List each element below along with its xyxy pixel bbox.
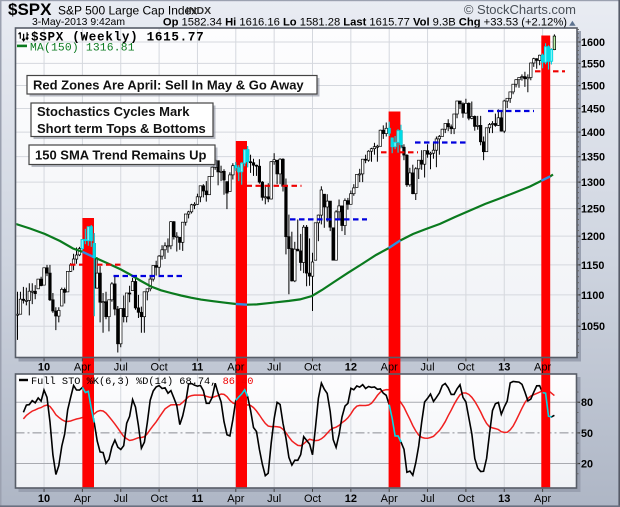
svg-text:Jul: Jul — [267, 493, 281, 505]
svg-text:3-May-2013 9:42am: 3-May-2013 9:42am — [32, 17, 125, 28]
svg-text:© StockCharts.com: © StockCharts.com — [464, 2, 576, 17]
svg-text:20: 20 — [581, 458, 593, 470]
svg-text:INDX: INDX — [186, 5, 211, 17]
svg-text:12: 12 — [345, 362, 357, 374]
svg-text:13: 13 — [498, 362, 510, 374]
svg-text:1600: 1600 — [581, 37, 605, 49]
svg-text:1100: 1100 — [581, 290, 604, 302]
svg-text:10: 10 — [38, 493, 50, 505]
svg-text:Oct: Oct — [304, 362, 321, 374]
svg-text:S&P 500 Large Cap Index: S&P 500 Large Cap Index — [58, 4, 197, 18]
svg-text:Apr: Apr — [74, 493, 91, 505]
svg-text:1300: 1300 — [581, 177, 605, 189]
svg-text:10: 10 — [38, 362, 50, 374]
svg-text:Red Zones Are April: Sell In M: Red Zones Are April: Sell In May & Go Aw… — [33, 77, 304, 92]
svg-text:1200: 1200 — [581, 231, 605, 243]
svg-text:Apr: Apr — [534, 362, 551, 374]
svg-text:12: 12 — [345, 493, 357, 505]
svg-text:1550: 1550 — [581, 58, 605, 70]
svg-text:Jul: Jul — [421, 493, 435, 505]
svg-text:Oct: Oct — [457, 493, 474, 505]
svg-text:11: 11 — [192, 493, 204, 505]
svg-text:Oct: Oct — [304, 493, 321, 505]
svg-text:$SPX: $SPX — [8, 0, 52, 19]
svg-text:Full STO %K(6,3) %D(14) 68.74,: Full STO %K(6,3) %D(14) 68.74, 86.40 — [31, 376, 253, 388]
svg-text:Apr: Apr — [381, 362, 398, 374]
svg-text:1500: 1500 — [581, 81, 605, 93]
svg-text:11: 11 — [192, 362, 204, 374]
svg-text:$SPX (Weekly) 1615.77: $SPX (Weekly) 1615.77 — [31, 31, 204, 45]
svg-text:Oct: Oct — [151, 493, 168, 505]
svg-text:1450: 1450 — [581, 103, 605, 115]
svg-text:Apr: Apr — [74, 362, 91, 374]
svg-text:1050: 1050 — [581, 321, 605, 333]
svg-text:Jul: Jul — [114, 362, 128, 374]
svg-text:1250: 1250 — [581, 204, 605, 216]
svg-text:1150: 1150 — [581, 260, 604, 272]
svg-text:Oct: Oct — [151, 362, 168, 374]
svg-text:Apr: Apr — [227, 493, 244, 505]
svg-text:Jul: Jul — [114, 493, 128, 505]
svg-text:Short term Tops & Bottoms: Short term Tops & Bottoms — [37, 121, 206, 136]
svg-text:Apr: Apr — [381, 493, 398, 505]
svg-text:1350: 1350 — [581, 152, 605, 164]
svg-text:MA(150) 1316.81: MA(150) 1316.81 — [30, 43, 135, 55]
svg-text:80: 80 — [581, 397, 593, 409]
svg-text:Stochastics Cycles Mark: Stochastics Cycles Mark — [37, 104, 190, 119]
svg-text:50: 50 — [581, 428, 593, 440]
svg-text:Apr: Apr — [534, 493, 551, 505]
svg-text:Apr: Apr — [227, 362, 244, 374]
svg-text:13: 13 — [498, 493, 510, 505]
svg-text:Jul: Jul — [421, 362, 435, 374]
svg-text:1400: 1400 — [581, 127, 605, 139]
svg-text:Op 1582.34 Hi 1616.16 Lo 1581.: Op 1582.34 Hi 1616.16 Lo 1581.28 Last 16… — [163, 17, 567, 29]
svg-text:Jul: Jul — [267, 362, 281, 374]
svg-text:Oct: Oct — [457, 362, 474, 374]
svg-text:150 SMA Trend Remains Up: 150 SMA Trend Remains Up — [35, 147, 207, 162]
